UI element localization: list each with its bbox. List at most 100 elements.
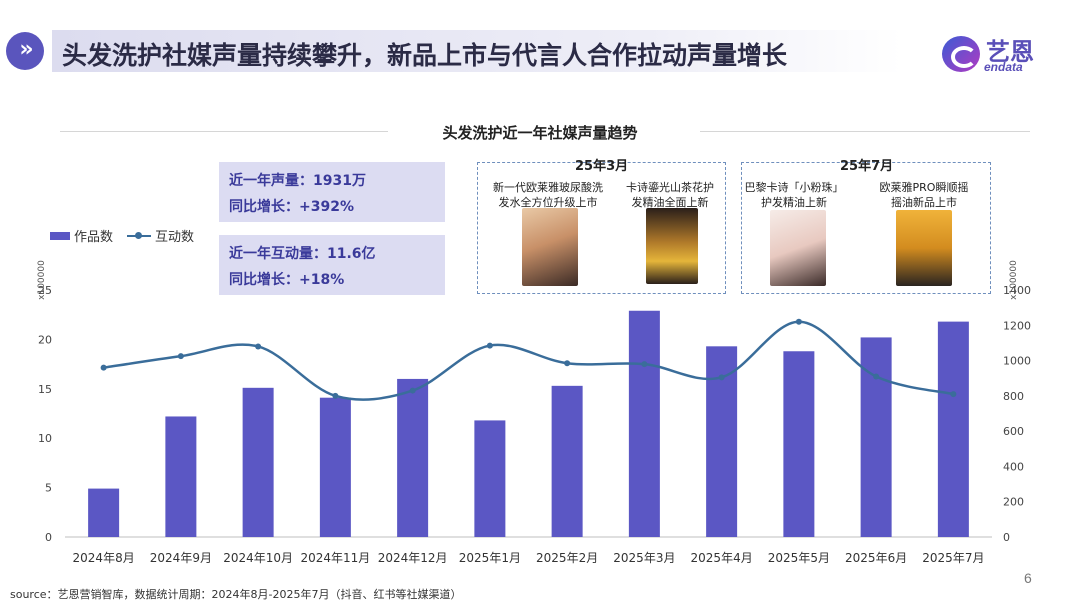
legend-line-label: 互动数 [155, 230, 195, 245]
y-left-tick-label: 5 [45, 482, 52, 495]
y-right-tick-label: 800 [1003, 390, 1024, 403]
logo-mark-icon [942, 36, 980, 72]
y-right-unit-label: x100000 [1009, 260, 1019, 300]
page-number: 6 [1024, 570, 1032, 586]
label-line: 欧莱雅PRO瞬顺摇 [879, 181, 969, 194]
line-point [100, 364, 107, 371]
line-point [950, 391, 957, 398]
bar-作品数 [783, 351, 815, 537]
y-left-tick-label: 0 [45, 531, 52, 544]
logo-subtext: endata [984, 60, 1023, 74]
line-point [255, 343, 262, 350]
legend-bar-label: 作品数 [74, 230, 114, 245]
x-tick-label: 2024年12月 [378, 551, 448, 565]
line-point [486, 342, 493, 349]
y-right-tick-label: 1200 [1003, 319, 1031, 332]
line-point [564, 360, 571, 367]
promo-july-title: 25年7月 [840, 159, 894, 174]
y-left-tick-label: 20 [38, 333, 52, 346]
product-photo-march-2 [646, 208, 698, 284]
legend-line-swatch [127, 231, 152, 239]
line-point [795, 318, 802, 325]
bar-series [88, 310, 969, 537]
interaction-stat-box: 近一年互动量：11.6亿 同比增长：+18% [219, 235, 445, 295]
title-banner [52, 30, 902, 72]
line-互动数 [103, 320, 954, 401]
line-point [718, 374, 725, 381]
y-left-tick-label: 15 [38, 383, 52, 396]
product-photo-march-1 [522, 208, 578, 286]
promo-july-item-2-label: 欧莱雅PRO瞬顺摇 摇油新品上市 [868, 180, 980, 210]
label-line: 摇油新品上市 [891, 196, 957, 209]
bar-作品数 [937, 321, 969, 537]
y-right-tick-label: 400 [1003, 460, 1024, 473]
label-line: 新一代欧莱雅玻尿酸洗 [493, 181, 603, 194]
x-tick-label: 2025年3月 [613, 551, 675, 565]
line-point [332, 392, 339, 399]
bar-作品数 [242, 387, 274, 537]
line-series [100, 318, 957, 401]
y-left-unit-label: x100000 [37, 260, 47, 300]
bar-作品数 [860, 337, 892, 537]
y-right-tick-label: 200 [1003, 496, 1024, 509]
bar-作品数 [706, 346, 738, 537]
x-tick-label: 2024年8月 [73, 551, 135, 565]
promo-july-item-1-label: 巴黎卡诗「小粉珠」 护发精油上新 [744, 180, 844, 210]
x-tick-label: 2024年10月 [223, 551, 293, 565]
source-note: source：艺恩营销智库，数据统计周期：2024年8月-2025年7月（抖音、… [10, 588, 462, 601]
label-line: 发水全方位升级上市 [498, 196, 598, 209]
title-rule-right [700, 131, 1030, 132]
y-left-tick-label: 25 [38, 284, 52, 297]
label-line: 巴黎卡诗「小粉珠」 [744, 181, 844, 194]
line-point [409, 387, 416, 394]
x-tick-label: 2025年4月 [691, 551, 753, 565]
interaction-total: 近一年互动量：11.6亿 [229, 246, 376, 262]
product-photo-july-1 [770, 210, 826, 286]
y-right-tick-label: 1000 [1003, 355, 1031, 368]
legend-bar-swatch [50, 231, 70, 240]
chart-legend: 作品数 互动数 [50, 226, 194, 245]
x-axis-labels: 2024年8月 2024年9月 2024年10月 2024年11月 2024年12月 20… [73, 551, 985, 565]
y-right-tick-label: 600 [1003, 425, 1024, 438]
bar-作品数 [628, 310, 660, 537]
line-point [641, 361, 648, 368]
promo-march-item-1-label: 新一代欧莱雅玻尿酸洗 发水全方位升级上市 [484, 180, 612, 210]
label-line: 发精油全面上新 [631, 196, 709, 209]
label-line: 护发精油上新 [761, 196, 827, 209]
endata-logo: 艺恩 endata [940, 30, 1050, 76]
bar-作品数 [88, 488, 120, 537]
interaction-growth: 同比增长：+18% [229, 272, 345, 288]
bar-作品数 [551, 385, 583, 537]
promo-july-box [741, 162, 991, 294]
bar-作品数 [319, 397, 351, 537]
volume-stat-box: 近一年声量：1931万 同比增长：+392% [219, 162, 445, 222]
y-left-tick-label: 10 [38, 432, 52, 445]
double-chevron-right-icon: » [6, 32, 44, 70]
logo-text: 艺恩 [986, 38, 1034, 66]
x-tick-label: 2025年2月 [536, 551, 598, 565]
x-tick-label: 2025年5月 [768, 551, 830, 565]
promo-march-title: 25年3月 [575, 159, 629, 174]
page-title: 头发洗护社媒声量持续攀升，新品上市与代言人合作拉动声量增长 [62, 41, 788, 70]
y-right-tick-label: 1400 [1003, 284, 1031, 297]
chart-title: 头发洗护近一年社媒声量趋势 [442, 124, 638, 142]
product-photo-july-2 [896, 210, 952, 286]
bar-作品数 [397, 378, 429, 537]
y-right-tick-label: 0 [1003, 531, 1010, 544]
x-tick-label: 2024年9月 [150, 551, 212, 565]
volume-total: 近一年声量：1931万 [229, 173, 366, 189]
volume-growth: 同比增长：+392% [229, 199, 354, 215]
x-tick-label: 2025年6月 [845, 551, 907, 565]
x-tick-label: 2025年1月 [459, 551, 521, 565]
promo-march-box [477, 162, 726, 294]
promo-march-item-2-label: 卡诗鎏光山茶花护 发精油全面上新 [614, 180, 726, 210]
bar-作品数 [474, 420, 506, 537]
line-point [873, 373, 880, 380]
x-tick-label: 2025年7月 [922, 551, 984, 565]
line-point [177, 353, 184, 360]
label-line: 卡诗鎏光山茶花护 [626, 181, 714, 194]
bar-作品数 [165, 416, 197, 537]
title-rule-left [60, 131, 388, 132]
